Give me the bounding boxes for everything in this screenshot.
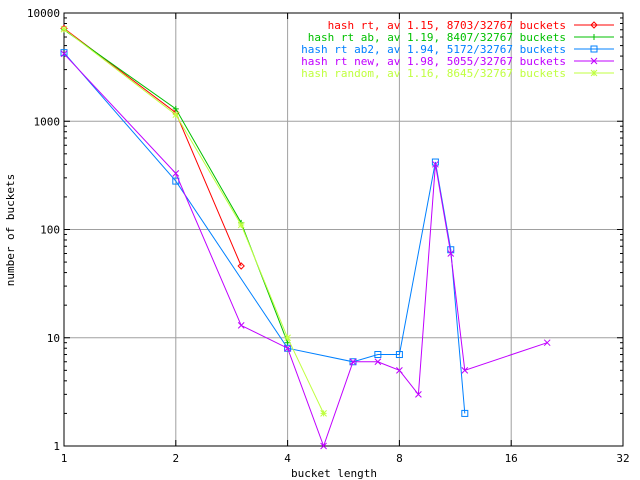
data-point bbox=[415, 390, 422, 398]
data-point bbox=[60, 50, 68, 58]
legend-marker bbox=[591, 34, 597, 40]
data-point bbox=[320, 442, 327, 450]
data-point bbox=[374, 358, 382, 366]
x-tick-label: 32 bbox=[616, 452, 629, 465]
y-tick-label: 10000 bbox=[27, 7, 60, 20]
x-tick-label: 8 bbox=[396, 452, 403, 465]
data-point bbox=[237, 221, 245, 229]
legend-marker bbox=[590, 57, 598, 65]
x-tick-label: 1 bbox=[61, 452, 68, 465]
legend: hash rt, av 1.15, 8703/32767 bucketshash… bbox=[301, 19, 614, 80]
data-point bbox=[284, 334, 291, 342]
legend-label: hash rt, av 1.15, 8703/32767 buckets bbox=[328, 19, 566, 32]
data-point bbox=[172, 170, 180, 177]
data-point bbox=[320, 410, 327, 417]
series-1 bbox=[60, 24, 245, 270]
axis-ticks bbox=[63, 12, 624, 447]
data-point bbox=[60, 49, 68, 57]
x-tick-label: 4 bbox=[284, 452, 291, 465]
data-point bbox=[237, 262, 245, 270]
y-tick-label: 1 bbox=[53, 440, 60, 453]
data-point bbox=[284, 344, 291, 352]
x-tick-label: 16 bbox=[505, 452, 518, 465]
legend-entry-3: hash rt ab2, av 1.94, 5172/32767 buckets bbox=[301, 43, 614, 56]
data-point bbox=[374, 351, 382, 359]
tick-labels: 1 2 4 8 16 32 1 10 100 1000 10000 bbox=[27, 7, 630, 465]
legend-label: hash random, av 1.16, 8645/32767 buckets bbox=[301, 67, 566, 80]
data-point bbox=[432, 160, 439, 168]
data-point bbox=[395, 351, 403, 359]
data-point bbox=[396, 366, 403, 374]
data-point bbox=[284, 344, 292, 352]
x-axis-label: bucket length bbox=[291, 467, 377, 480]
legend-entry-5: hash random, av 1.16, 8645/32767 buckets bbox=[301, 67, 614, 80]
data-point bbox=[60, 25, 68, 33]
series-3 bbox=[60, 49, 469, 417]
series-line bbox=[63, 29, 289, 343]
data-point bbox=[349, 358, 357, 366]
series-4 bbox=[60, 50, 551, 450]
series-line bbox=[63, 53, 548, 448]
series-5 bbox=[60, 25, 327, 417]
legend-marker bbox=[590, 45, 598, 53]
data-point bbox=[543, 339, 551, 347]
data-point bbox=[461, 366, 469, 374]
data-point bbox=[172, 105, 179, 112]
legend-label: hash rt ab2, av 1.94, 5172/32767 buckets bbox=[301, 43, 566, 56]
legend-entry-1: hash rt, av 1.15, 8703/32767 buckets bbox=[328, 19, 614, 32]
legend-marker bbox=[590, 21, 598, 29]
series-line bbox=[63, 28, 325, 414]
series-layer bbox=[60, 24, 551, 450]
legend-entry-4: hash rt new, av 1.98, 5055/32767 buckets bbox=[301, 55, 614, 68]
x-tick-label: 2 bbox=[172, 452, 179, 465]
data-point bbox=[461, 409, 469, 417]
y-axis-label: number of buckets bbox=[4, 174, 17, 287]
grid bbox=[64, 13, 623, 446]
legend-label: hash rt ab, av 1.19, 8407/32767 buckets bbox=[308, 31, 566, 44]
data-point bbox=[172, 111, 180, 119]
y-tick-label: 1000 bbox=[34, 115, 61, 128]
series-line bbox=[63, 52, 466, 414]
data-point bbox=[237, 322, 245, 329]
series-line bbox=[63, 28, 242, 267]
legend-marker bbox=[590, 69, 598, 77]
y-tick-label: 100 bbox=[40, 224, 60, 237]
y-tick-label: 10 bbox=[47, 332, 60, 345]
data-point bbox=[447, 250, 455, 257]
legend-entry-2: hash rt ab, av 1.19, 8407/32767 buckets bbox=[308, 31, 614, 44]
legend-label: hash rt new, av 1.98, 5055/32767 buckets bbox=[301, 55, 566, 68]
